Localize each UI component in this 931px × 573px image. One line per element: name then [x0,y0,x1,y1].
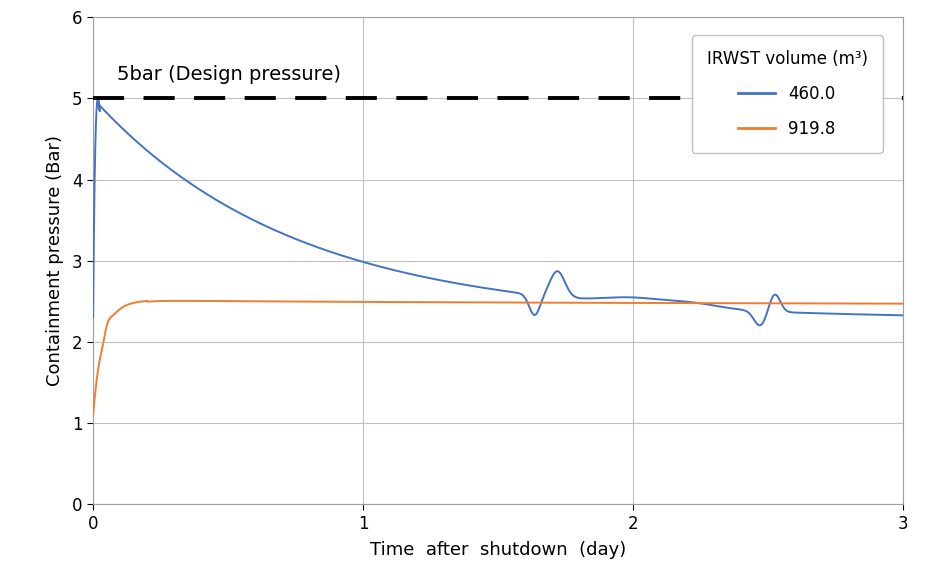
919.8 [398,299,410,305]
919.8 [176,297,187,304]
460.0 [897,312,909,319]
460.0 [874,311,885,318]
Text: 5bar (Design pressure): 5bar (Design pressure) [117,65,342,84]
919.8 [897,300,909,307]
460.0 [326,249,337,256]
Y-axis label: Containment pressure (Bar): Containment pressure (Bar) [46,135,63,386]
460.0 [250,218,262,225]
919.8 [228,298,239,305]
460.0 [92,95,103,102]
460.0 [615,294,627,301]
Line: 919.8: 919.8 [93,301,903,415]
Line: 460.0: 460.0 [93,99,903,325]
919.8 [88,411,99,418]
460.0 [604,294,615,301]
919.8 [882,300,893,307]
460.0 [88,314,99,321]
460.0 [820,310,831,317]
X-axis label: Time  after  shutdown  (day): Time after shutdown (day) [370,541,627,559]
919.8 [434,299,445,305]
Legend: 460.0, 919.8: 460.0, 919.8 [692,36,883,152]
460.0 [754,322,765,329]
919.8 [181,297,192,304]
919.8 [794,300,805,307]
